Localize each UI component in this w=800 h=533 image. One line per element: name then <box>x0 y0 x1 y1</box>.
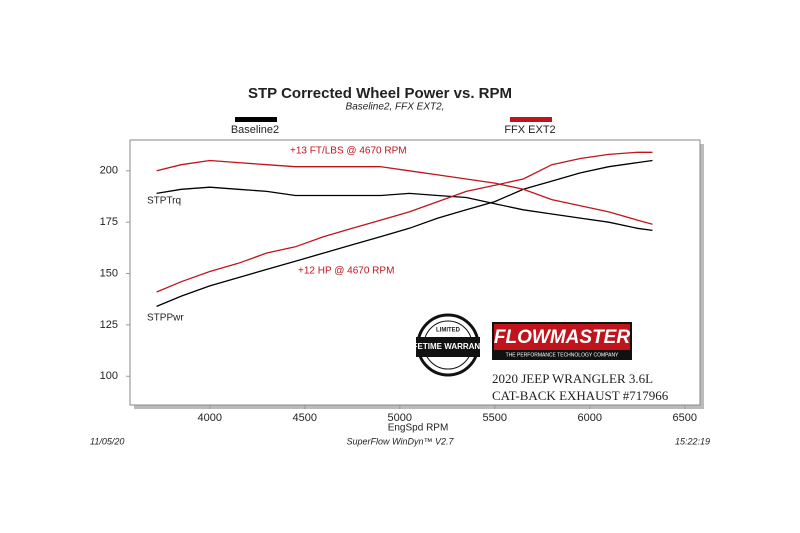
badge-top: LIMITED <box>436 328 461 334</box>
badge-main: LIFETIME WARRANTY <box>406 342 492 351</box>
legend-label: FFX EXT2 <box>504 124 555 136</box>
footer-date: 11/05/20 <box>90 436 124 446</box>
x-axis-label: EngSpd RPM <box>388 423 449 434</box>
y-tick-label: 125 <box>100 319 118 331</box>
footer-software: SuperFlow WinDyn™ V2.7 <box>347 436 455 446</box>
logo-tagline: THE PERFORMANCE TECHNOLOGY COMPANY <box>506 352 619 358</box>
chart-title: STP Corrected Wheel Power vs. RPM <box>248 85 512 102</box>
legend-label: Baseline2 <box>231 124 279 136</box>
x-tick-label: 5500 <box>483 412 507 424</box>
badge-band <box>416 337 480 357</box>
x-tick-label: 4000 <box>198 412 222 424</box>
line-torque <box>156 186 653 232</box>
y-tick-label: 200 <box>100 165 118 177</box>
legend-swatch <box>510 117 552 122</box>
curve-label: STPPwr <box>147 313 184 324</box>
y-tick-label: 175 <box>100 216 118 228</box>
chart-subtitle: Baseline2, FFX EXT2, <box>346 102 445 113</box>
logo-text: FLOWMASTER <box>494 327 630 348</box>
vehicle-text: 2020 JEEP WRANGLER 3.6L <box>492 371 653 386</box>
line-power <box>156 151 653 293</box>
y-tick-label: 150 <box>100 267 118 279</box>
curve-label: STPTrq <box>147 196 181 207</box>
x-tick-label: 6000 <box>578 412 602 424</box>
annotation: +12 HP @ 4670 RPM <box>298 266 394 277</box>
y-tick-label: 100 <box>100 370 118 382</box>
product-text: CAT-BACK EXHAUST #717966 <box>492 388 669 403</box>
flowmaster-logo: FLOWMASTER THE PERFORMANCE TECHNOLOGY CO… <box>492 322 632 360</box>
line-torque <box>156 159 653 225</box>
line-power <box>156 159 653 307</box>
x-tick-label: 5000 <box>388 412 412 424</box>
logo-red <box>494 324 630 350</box>
x-tick-label: 4500 <box>293 412 317 424</box>
warranty-badge: LIMITED LIFETIME WARRANTY <box>406 313 492 377</box>
footer-time: 15:22:19 <box>675 436 710 446</box>
annotation: +13 FT/LBS @ 4670 RPM <box>290 146 407 157</box>
plot-area <box>129 139 701 406</box>
legend-swatch <box>235 117 277 122</box>
x-tick-label: 6500 <box>673 412 697 424</box>
